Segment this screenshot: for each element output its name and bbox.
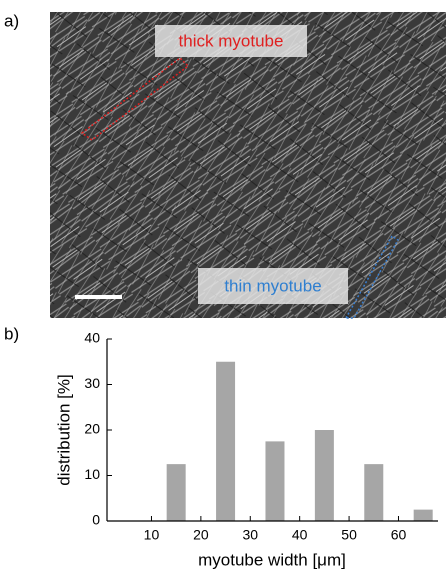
annotation: thick myotube [179, 31, 284, 50]
x-axis-label: myotube width [μm] [198, 550, 346, 569]
y-tick-label: 40 [84, 330, 100, 346]
bar [167, 464, 186, 521]
figure: a) thick myotube thin myotube b) distrib… [0, 0, 446, 575]
x-tick-label: 40 [292, 527, 308, 543]
x-tick-label: 30 [242, 527, 258, 543]
panel-label: b) [4, 324, 19, 343]
x-tick-label: 50 [341, 527, 357, 543]
x-tick-label: 60 [391, 527, 407, 543]
annotation: thin myotube [224, 276, 321, 295]
bar [265, 441, 284, 521]
y-tick-label: 20 [84, 421, 100, 437]
y-tick-label: 0 [92, 512, 100, 528]
bar [364, 464, 383, 521]
x-tick-label: 20 [193, 527, 209, 543]
y-tick-label: 10 [84, 466, 100, 482]
bar [315, 430, 334, 521]
bar [216, 362, 235, 521]
bar [414, 510, 433, 521]
y-axis-label: distribution [%] [54, 374, 73, 486]
x-tick-label: 10 [144, 527, 160, 543]
panel-label: a) [4, 11, 19, 30]
micrograph [50, 12, 446, 318]
y-tick-label: 30 [84, 375, 100, 391]
